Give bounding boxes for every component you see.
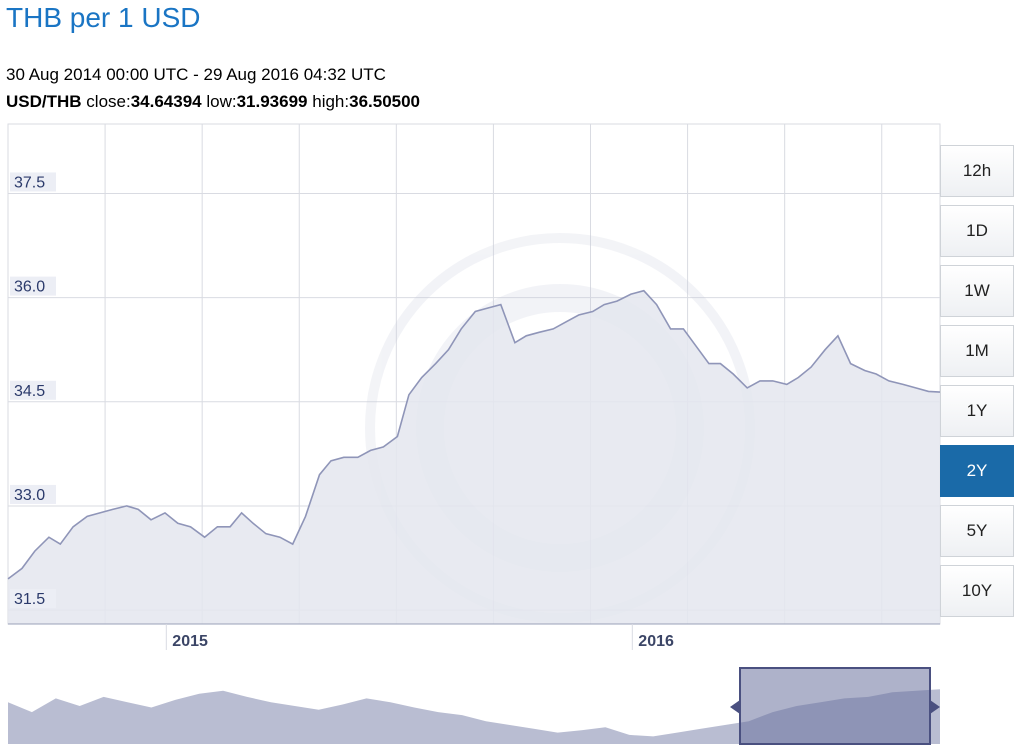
y-tick-label: 33.0	[14, 487, 45, 504]
low-value: 31.93699	[236, 92, 308, 111]
y-tick-label: 31.5	[14, 591, 45, 608]
y-tick-label-bg	[10, 380, 56, 400]
low-label: low:	[206, 92, 237, 111]
x-tick-label: 2016	[638, 633, 674, 650]
y-tick-label: 37.5	[14, 174, 45, 191]
y-tick-label: 36.0	[14, 279, 45, 296]
y-tick-label-bg	[10, 172, 56, 192]
range-button-1d[interactable]: 1D	[940, 205, 1014, 257]
y-tick-label-bg	[10, 276, 56, 296]
x-axis-labels: 2015 2016	[165, 624, 674, 650]
navigator-left-handle[interactable]	[730, 700, 740, 714]
pair-stats: USD/THB close:34.64394 low:31.93699 high…	[6, 92, 420, 112]
range-button-10y[interactable]: 10Y	[940, 565, 1014, 617]
range-button-2y[interactable]: 2Y	[940, 445, 1014, 497]
close-label: close:	[86, 92, 131, 111]
area-fill	[8, 290, 940, 624]
range-button-group: 12h 1D 1W 1M 1Y 2Y 5Y 10Y	[940, 145, 1016, 625]
range-button-1y[interactable]: 1Y	[940, 385, 1014, 437]
y-tick-label-bg	[10, 589, 56, 609]
exchange-rate-chart[interactable]: 31.5 33.0 34.5 36.0 37.5 2015 2016	[0, 118, 944, 658]
range-button-5y[interactable]: 5Y	[940, 505, 1014, 557]
range-button-1w[interactable]: 1W	[940, 265, 1014, 317]
navigator-chart[interactable]	[0, 660, 944, 747]
high-value: 36.50500	[349, 92, 421, 111]
y-tick-label-bg	[10, 484, 56, 504]
y-axis-labels: 31.5 33.0 34.5 36.0 37.5	[10, 172, 56, 609]
navigator-area	[8, 689, 940, 744]
range-button-1m[interactable]: 1M	[940, 325, 1014, 377]
pair-label: USD/THB	[6, 92, 82, 111]
series-line	[7, 289, 941, 580]
navigator-window[interactable]	[739, 667, 931, 745]
close-value: 34.64394	[130, 92, 202, 111]
range-button-12h[interactable]: 12h	[940, 145, 1014, 197]
high-label: high:	[312, 92, 350, 111]
navigator-right-handle[interactable]	[930, 700, 940, 714]
x-tick-label: 2015	[172, 633, 208, 650]
date-range: 30 Aug 2014 00:00 UTC - 29 Aug 2016 04:3…	[6, 65, 386, 84]
page-title: THB per 1 USD	[6, 2, 201, 33]
y-tick-label: 34.5	[14, 383, 45, 400]
